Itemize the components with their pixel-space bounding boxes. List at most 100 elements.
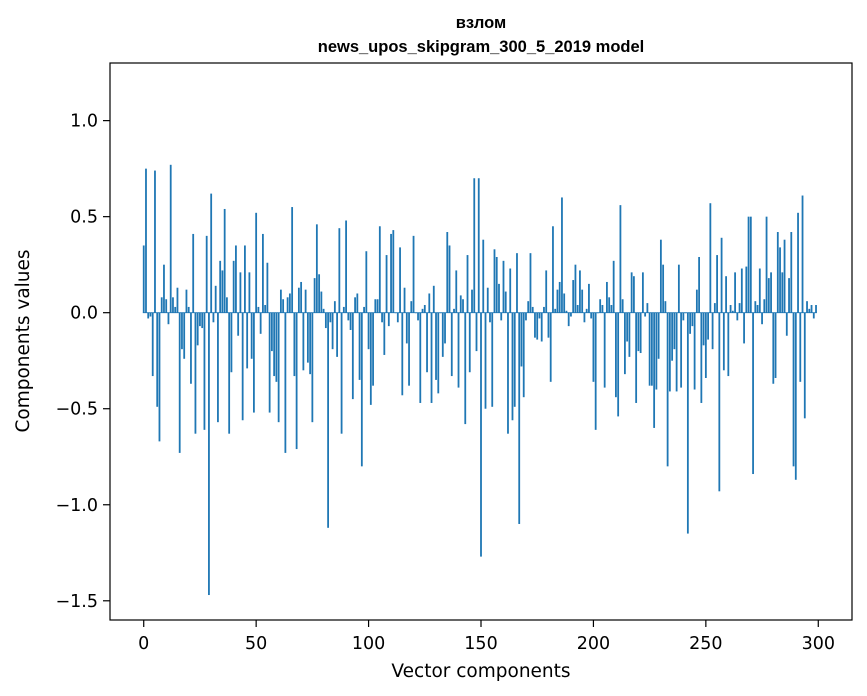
bar-235	[671, 312, 674, 361]
bar-232	[664, 301, 667, 313]
bar-184	[556, 289, 559, 313]
bar-199	[590, 312, 593, 319]
bar-230	[659, 239, 662, 313]
bar-31	[212, 312, 215, 323]
bar-294	[803, 312, 806, 419]
bar-250	[704, 312, 707, 378]
bar-86	[336, 312, 338, 357]
bar-19	[185, 289, 188, 313]
bar-164	[511, 312, 514, 421]
bar-161	[504, 291, 507, 313]
bar-273	[756, 305, 759, 313]
bar-266	[740, 268, 743, 313]
bar-76	[313, 278, 316, 313]
bar-147	[473, 178, 476, 313]
bar-142	[462, 299, 464, 313]
bar-80	[322, 308, 325, 313]
bar-48	[250, 312, 253, 359]
bar-70	[300, 281, 303, 313]
bar-195	[581, 289, 584, 313]
bar-180	[547, 312, 550, 338]
bar-54	[264, 305, 267, 313]
bar-126	[426, 312, 428, 373]
bar-82	[327, 312, 329, 528]
y-tick-label: −0.5	[56, 400, 99, 420]
bar-203	[599, 299, 602, 313]
bar-140	[457, 312, 460, 388]
bar-181	[549, 312, 552, 382]
bar-56	[268, 312, 271, 413]
bar-108	[385, 255, 388, 313]
bar-288	[790, 232, 793, 313]
bar-97	[360, 312, 363, 467]
bar-292	[799, 312, 802, 382]
bar-212	[619, 205, 622, 313]
bar-55	[266, 262, 269, 313]
bar-61	[279, 289, 282, 313]
bar-100	[367, 312, 370, 350]
bar-118	[408, 312, 410, 386]
bar-36	[223, 208, 226, 313]
bar-25	[199, 312, 201, 327]
bar-6	[156, 312, 159, 407]
bar-214	[624, 312, 626, 375]
bar-221	[639, 312, 642, 354]
bar-91	[347, 312, 350, 321]
bar-150	[480, 312, 482, 557]
bar-217	[630, 272, 633, 313]
bar-79	[320, 291, 323, 313]
bar-189	[567, 312, 570, 327]
x-tick-label: 100	[352, 634, 385, 654]
bar-59	[275, 312, 278, 382]
bar-21	[190, 312, 192, 384]
bar-178	[543, 306, 545, 313]
bar-296	[808, 308, 811, 313]
bar-85	[333, 301, 336, 313]
bar-229	[657, 312, 660, 359]
bar-257	[720, 237, 723, 313]
bar-107	[383, 312, 386, 355]
bar-162	[507, 312, 509, 434]
bar-116	[403, 287, 406, 313]
bar-139	[455, 270, 458, 313]
bar-114	[399, 247, 401, 313]
bar-274	[758, 268, 761, 313]
bar-182	[552, 226, 554, 313]
bar-289	[792, 312, 795, 467]
bar-15	[176, 287, 179, 313]
bar-225	[648, 312, 651, 386]
bar-23	[194, 312, 197, 434]
bar-83	[329, 312, 332, 323]
bar-264	[736, 312, 739, 321]
y-axis-ticks: −1.5 −1.0 −0.5 0.0 0.5 1.0	[56, 112, 110, 612]
bar-216	[628, 312, 631, 357]
bar-174	[534, 312, 536, 338]
bar-267	[743, 312, 745, 344]
bar-28	[205, 235, 208, 313]
bar-224	[646, 303, 649, 313]
bar-89	[342, 306, 345, 313]
bar-39	[230, 312, 233, 373]
bar-291	[797, 212, 799, 313]
bar-120	[412, 235, 415, 313]
bar-149	[477, 178, 480, 313]
bar-190	[570, 312, 572, 317]
bar-295	[806, 301, 808, 313]
bar-171	[527, 301, 530, 313]
bar-228	[655, 312, 658, 390]
bar-259	[725, 276, 727, 313]
bar-253	[711, 312, 714, 350]
bar-254	[713, 303, 716, 313]
bar-103	[374, 299, 377, 313]
bar-74	[309, 312, 312, 375]
bar-42	[237, 312, 240, 336]
bar-281	[774, 312, 777, 378]
bar-71	[302, 312, 305, 371]
bar-119	[410, 301, 413, 313]
bar-282	[776, 232, 779, 313]
bar-81	[324, 312, 327, 329]
bar-227	[653, 312, 656, 428]
bar-22	[192, 233, 195, 313]
bar-276	[763, 299, 766, 313]
bar-286	[785, 312, 788, 336]
